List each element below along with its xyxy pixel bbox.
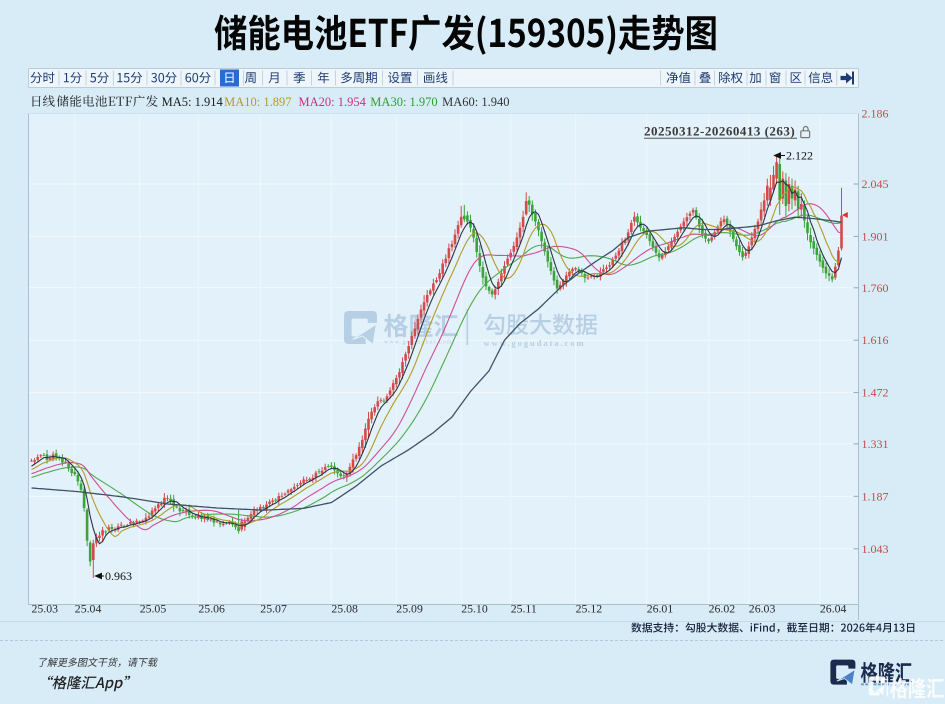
svg-text:25.03: 25.03 — [32, 602, 59, 616]
svg-text:26.04: 26.04 — [820, 602, 847, 616]
svg-text:20250312-20260413 (263): 20250312-20260413 (263) — [644, 124, 795, 139]
svg-text:25.07: 25.07 — [260, 602, 287, 616]
svg-text:1.331: 1.331 — [862, 437, 889, 451]
svg-text:26.01: 26.01 — [647, 602, 674, 616]
svg-text:www.gelonghui.com: www.gelonghui.com — [384, 340, 453, 346]
svg-text:MA20: 1.954: MA20: 1.954 — [299, 95, 367, 109]
svg-text:26.03: 26.03 — [749, 602, 776, 616]
svg-text:MA30: 1.970: MA30: 1.970 — [370, 95, 437, 109]
svg-text:www.gogudata.com: www.gogudata.com — [484, 338, 586, 348]
svg-text:1.760: 1.760 — [862, 281, 889, 295]
svg-text:25.05: 25.05 — [140, 602, 167, 616]
svg-text:26.02: 26.02 — [709, 602, 736, 616]
svg-text:1.472: 1.472 — [862, 386, 889, 400]
svg-text:1.616: 1.616 — [862, 333, 889, 347]
svg-text:2.045: 2.045 — [862, 177, 889, 191]
svg-text:25.09: 25.09 — [396, 602, 423, 616]
svg-text:1.187: 1.187 — [862, 489, 889, 503]
svg-text:0.963: 0.963 — [105, 569, 132, 583]
svg-text:25.11: 25.11 — [511, 602, 537, 616]
svg-text:MA10: 1.897: MA10: 1.897 — [224, 95, 291, 109]
svg-text:2.186: 2.186 — [862, 107, 889, 121]
svg-text:25.06: 25.06 — [198, 602, 225, 616]
svg-text:25.12: 25.12 — [576, 602, 603, 616]
svg-text:1.901: 1.901 — [862, 229, 889, 243]
svg-text:MA5: 1.914: MA5: 1.914 — [162, 95, 224, 109]
svg-text:25.04: 25.04 — [75, 602, 102, 616]
svg-text:25.08: 25.08 — [331, 602, 358, 616]
svg-text:25.10: 25.10 — [461, 602, 488, 616]
svg-text:2.122: 2.122 — [786, 149, 813, 163]
svg-text:1.043: 1.043 — [862, 542, 889, 556]
svg-text:MA60: 1.940: MA60: 1.940 — [442, 95, 509, 109]
